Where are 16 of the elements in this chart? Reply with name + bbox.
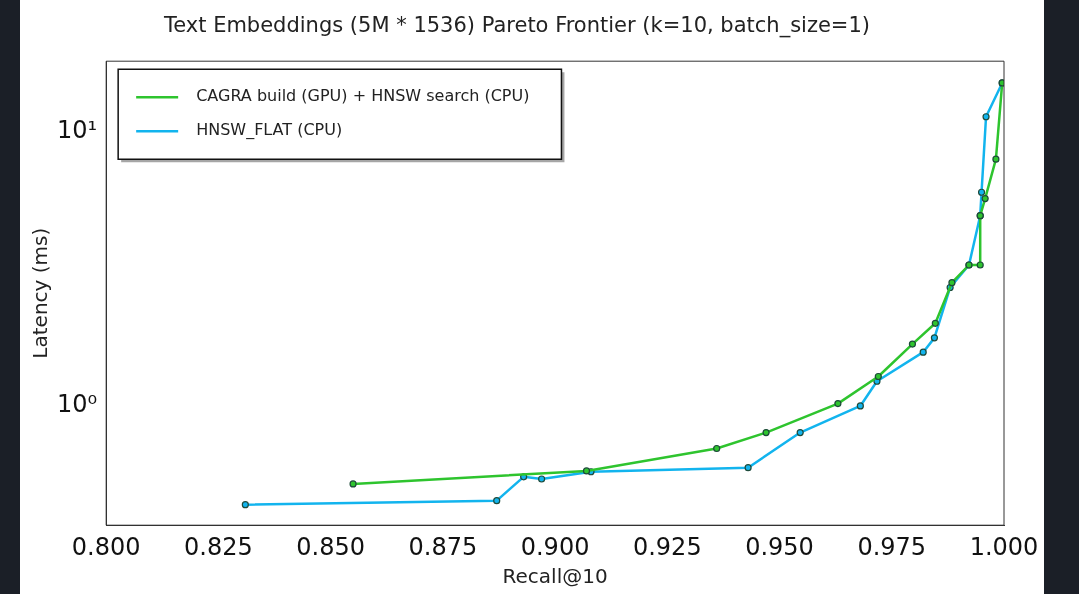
y-axis-title: Latency (ms): [28, 227, 53, 359]
legend-label: HNSW_FLAT (CPU): [196, 120, 343, 141]
x-tick-label: 0.825: [184, 532, 253, 561]
y-tick-label: 10⁰: [56, 390, 98, 419]
x-tick-label: 0.900: [520, 532, 590, 561]
x-tick-label: 0.875: [408, 532, 478, 561]
x-tick-label: 1.000: [969, 532, 1039, 561]
x-tick-label: 0.975: [857, 532, 927, 561]
legend-label: CAGRA build (GPU) + HNSW search (CPU): [196, 86, 530, 106]
x-tick-label: 0.925: [632, 532, 702, 561]
x-tick-label: 0.950: [745, 532, 814, 561]
x-tick-label: 0.800: [71, 532, 141, 561]
x-tick-label: 0.850: [296, 532, 365, 561]
x-axis-title: Recall@10: [502, 564, 608, 589]
chart-title: Text Embeddings (5M * 1536) Pareto Frontier (k=10, batch_size=1): [162, 13, 871, 39]
y-tick-label: 10¹: [56, 115, 98, 144]
